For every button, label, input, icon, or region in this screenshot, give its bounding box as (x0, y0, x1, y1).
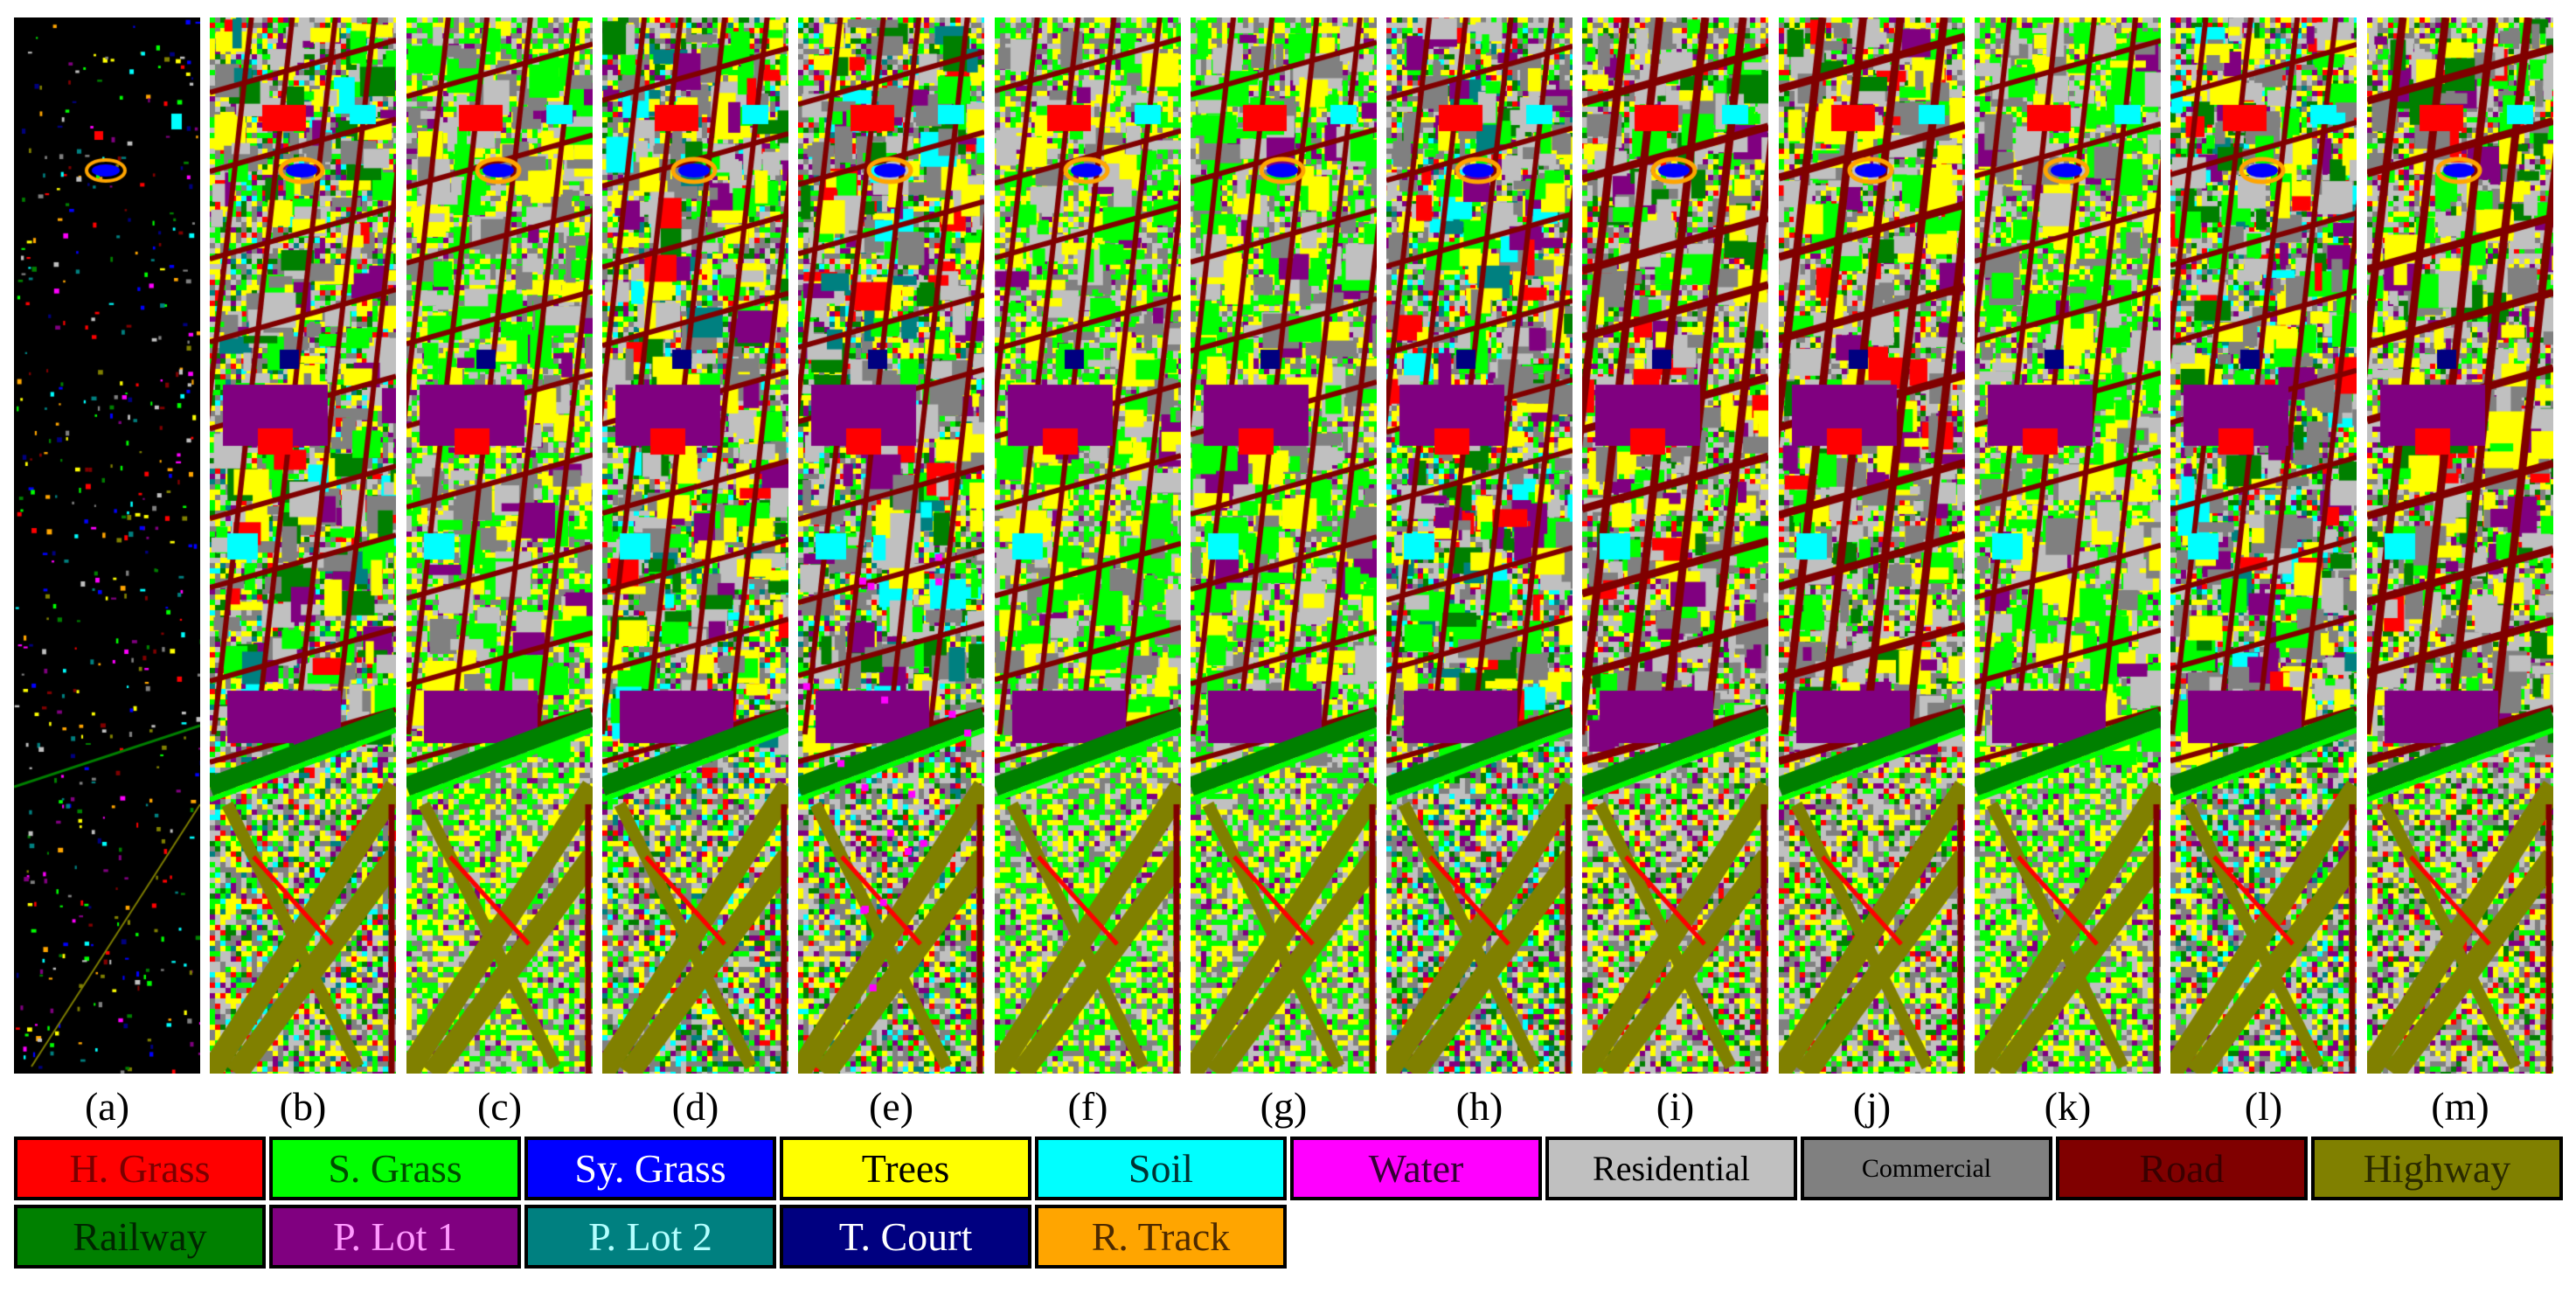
legend-item: Residential (1545, 1137, 1797, 1200)
panel-label: (j) (1852, 1084, 1892, 1129)
legend-item: Road (2056, 1137, 2308, 1200)
legend-item: Railway (14, 1205, 266, 1269)
panel-label: (d) (671, 1084, 719, 1129)
classification-map-d (602, 17, 788, 1074)
panel-label: (i) (1656, 1084, 1695, 1129)
classification-map-g (1191, 17, 1377, 1074)
panel-label: (k) (2044, 1084, 2092, 1129)
panel-label: (a) (84, 1084, 130, 1129)
classification-maps: (a) (b) (c) (d) (e) (f) (g) (h) (i) (j) … (14, 17, 2553, 1129)
legend-item: P. Lot 1 (269, 1205, 521, 1269)
panel-label: (h) (1455, 1084, 1503, 1129)
class-legend: H. Grass S. Grass Sy. Grass Trees Soil W… (14, 1137, 2566, 1285)
classification-map-m (2367, 17, 2553, 1074)
legend-item: Highway (2311, 1137, 2563, 1200)
classification-map-l (2170, 17, 2357, 1074)
legend-item: T. Court (780, 1205, 1031, 1269)
classification-map-c (406, 17, 593, 1074)
legend-item: Soil (1035, 1137, 1287, 1200)
legend-item: S. Grass (269, 1137, 521, 1200)
classification-map-i (1582, 17, 1768, 1074)
legend-item: Trees (780, 1137, 1031, 1200)
panel-label: (e) (868, 1084, 914, 1129)
classification-map-k (1975, 17, 2161, 1074)
legend-item: Water (1290, 1137, 1542, 1200)
panel-label: (l) (2244, 1084, 2283, 1129)
legend-item: H. Grass (14, 1137, 266, 1200)
legend-item: Sy. Grass (524, 1137, 776, 1200)
panel-label: (g) (1260, 1084, 1308, 1129)
ground-truth-map (14, 17, 200, 1074)
legend-item: P. Lot 2 (524, 1205, 776, 1269)
classification-map-j (1779, 17, 1965, 1074)
legend-item: Commercial (1801, 1137, 2052, 1200)
panel-label: (c) (476, 1084, 523, 1129)
classification-map-b (210, 17, 396, 1074)
panel-label: (f) (1067, 1084, 1108, 1129)
legend-item: R. Track (1035, 1205, 1287, 1269)
panel-label: (m) (2431, 1084, 2489, 1129)
classification-map-h (1386, 17, 1573, 1074)
classification-map-f (995, 17, 1181, 1074)
classification-map-e (798, 17, 984, 1074)
panel-label: (b) (279, 1084, 327, 1129)
